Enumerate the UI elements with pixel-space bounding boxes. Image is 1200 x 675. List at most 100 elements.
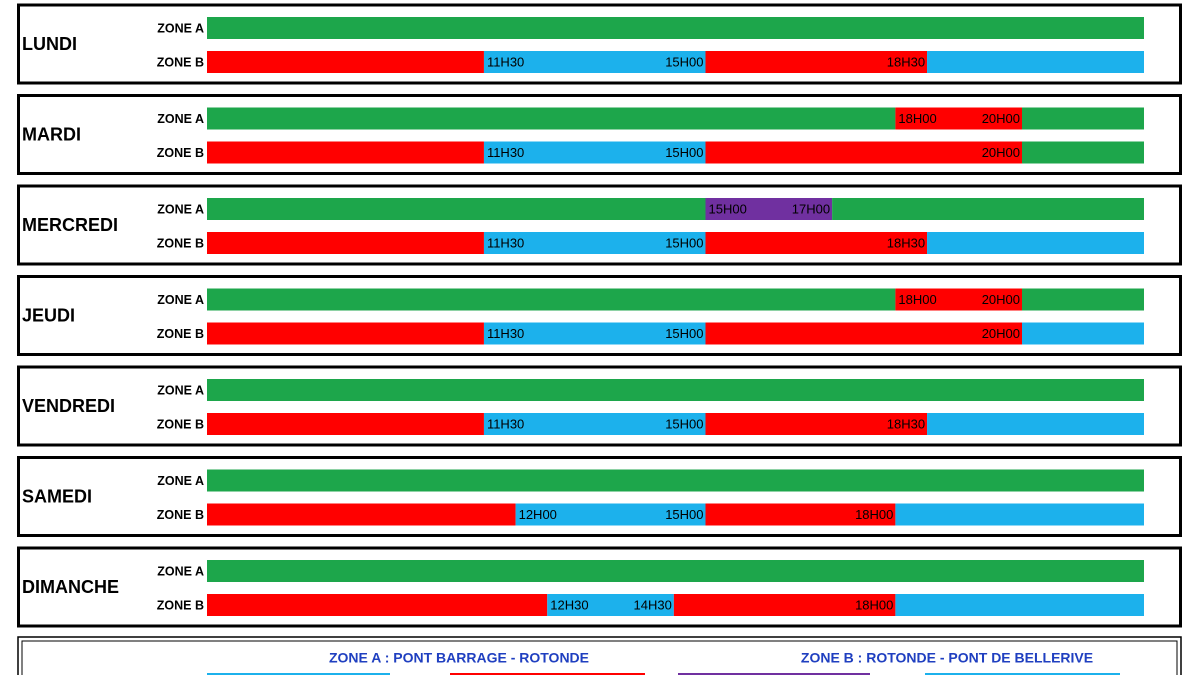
segment	[483, 232, 706, 254]
segment	[1022, 107, 1144, 130]
time-label: 11H30	[487, 235, 524, 250]
time-label: 11H30	[487, 145, 524, 160]
segment	[207, 413, 484, 435]
time-label: 15H00	[665, 235, 703, 250]
segment	[705, 198, 833, 220]
zone-label: ZONE A	[157, 564, 204, 578]
segment	[705, 322, 1022, 345]
zone-label: ZONE A	[157, 293, 204, 307]
segment	[483, 322, 706, 345]
legend-swatch	[925, 673, 1120, 675]
segment	[705, 141, 1022, 164]
segment	[207, 469, 1144, 492]
segment	[547, 594, 674, 616]
zone-label: ZONE B	[157, 327, 204, 341]
time-label: 20H00	[982, 326, 1020, 341]
segment	[207, 288, 896, 311]
zone-label: ZONE A	[157, 202, 204, 216]
legend-swatch	[207, 673, 390, 675]
segment	[207, 232, 484, 254]
segment	[207, 594, 548, 616]
segment	[483, 141, 706, 164]
day-name: VENDREDI	[22, 396, 115, 416]
segment	[1022, 141, 1144, 164]
segment	[207, 17, 1144, 39]
time-label: 11H30	[487, 416, 524, 431]
time-label: 18H00	[855, 507, 893, 522]
time-label: 15H00	[665, 145, 703, 160]
time-label: 15H00	[665, 54, 703, 69]
day-name: DIMANCHE	[22, 577, 119, 597]
segment	[895, 594, 1144, 616]
zone-label: ZONE B	[157, 236, 204, 250]
segment	[927, 232, 1144, 254]
zone-label: ZONE A	[157, 21, 204, 35]
time-label: 15H00	[665, 326, 703, 341]
zone-label: ZONE A	[157, 112, 204, 126]
legend-box-inner	[21, 640, 1178, 675]
day-name: MERCREDI	[22, 215, 118, 235]
legend-swatch	[450, 673, 645, 675]
segment	[207, 141, 484, 164]
segment	[705, 413, 928, 435]
segment	[895, 107, 1022, 130]
segment	[705, 51, 928, 73]
segment	[927, 413, 1144, 435]
time-label: 11H30	[487, 326, 524, 341]
segment	[927, 51, 1144, 73]
time-label: 18H30	[887, 416, 925, 431]
time-label: 20H00	[982, 292, 1020, 307]
segment	[515, 503, 706, 526]
zone-label: ZONE A	[157, 474, 204, 488]
time-label: 18H00	[898, 292, 936, 307]
legend-box	[17, 636, 1182, 675]
day-box	[17, 184, 1182, 266]
segment	[483, 51, 706, 73]
zone-label: ZONE B	[157, 417, 204, 431]
zone-label: ZONE A	[157, 383, 204, 397]
day-box	[17, 275, 1182, 356]
segment	[673, 594, 896, 616]
segment	[207, 560, 1144, 582]
segment	[207, 198, 706, 220]
segment	[1022, 288, 1144, 311]
segment	[705, 232, 928, 254]
segment	[483, 413, 706, 435]
legend-zone-b: ZONE B : ROTONDE - PONT DE BELLERIVE	[801, 650, 1093, 666]
segment	[895, 503, 1144, 526]
time-label: 15H00	[665, 507, 703, 522]
legend-swatch	[678, 673, 870, 675]
day-box	[17, 546, 1182, 628]
segment	[895, 288, 1022, 311]
segment	[207, 107, 896, 130]
time-label: 20H00	[982, 111, 1020, 126]
time-label: 12H30	[550, 597, 588, 612]
legend-zone-a: ZONE A : PONT BARRAGE - ROTONDE	[329, 650, 589, 666]
segment	[207, 379, 1144, 401]
zone-label: ZONE B	[157, 508, 204, 522]
day-box	[17, 365, 1182, 447]
day-name: SAMEDI	[22, 486, 92, 506]
segment	[832, 198, 1144, 220]
time-label: 18H00	[898, 111, 936, 126]
time-label: 18H30	[887, 235, 925, 250]
time-label: 18H00	[855, 597, 893, 612]
time-label: 18H30	[887, 54, 925, 69]
zone-label: ZONE B	[157, 55, 204, 69]
zone-label: ZONE B	[157, 598, 204, 612]
time-label: 14H30	[634, 597, 672, 612]
segment	[207, 503, 516, 526]
zone-label: ZONE B	[157, 146, 204, 160]
time-label: 11H30	[487, 54, 524, 69]
time-label: 20H00	[982, 145, 1020, 160]
time-label: 12H00	[519, 507, 557, 522]
day-box	[17, 3, 1182, 85]
segment	[207, 322, 484, 345]
time-label: 15H00	[665, 416, 703, 431]
day-box	[17, 456, 1182, 537]
segment	[705, 503, 896, 526]
day-box	[17, 94, 1182, 175]
segment	[1022, 322, 1144, 345]
